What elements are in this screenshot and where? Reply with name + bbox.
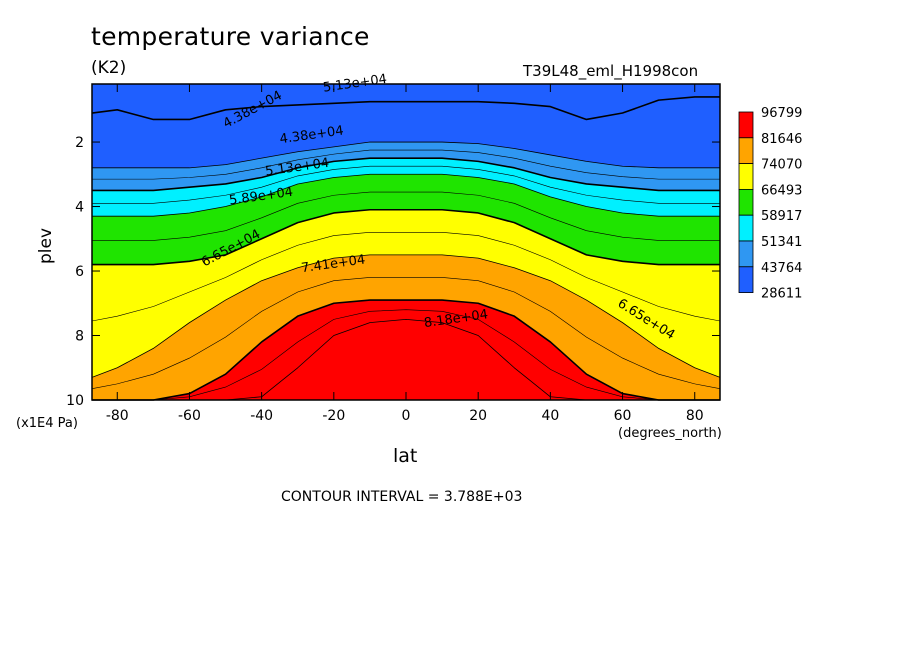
colorbar-label: 28611 (761, 287, 802, 302)
fill-band (92, 96, 720, 168)
y-tick-label: 8 (75, 329, 84, 345)
contour-fills (92, 84, 720, 400)
colorbar-label: 58917 (761, 209, 802, 224)
contour-line (92, 157, 720, 192)
units-label: (K2) (91, 58, 127, 78)
contour-line (92, 141, 720, 169)
x-scale-note: (degrees_north) (618, 426, 722, 441)
page-title: temperature variance (91, 22, 370, 51)
x-tick-label: -80 (106, 408, 129, 424)
colorbar-label: 74070 (761, 158, 802, 173)
contour-line (91, 232, 721, 322)
colorbar-swatch (738, 163, 754, 190)
x-axis: -80 -60 -40 -20 0 20 40 60 80 (106, 84, 704, 424)
colorbar-label: 43764 (761, 261, 802, 276)
contour-line (91, 254, 721, 378)
contour-line (91, 96, 720, 121)
colorbar-label: 81646 (761, 132, 802, 147)
x-axis-label: lat (393, 445, 418, 467)
y-tick-label: 6 (75, 264, 84, 280)
contour-line (92, 173, 720, 217)
colorbar-swatch (738, 188, 754, 216)
contour-line (91, 277, 721, 390)
y-tick-label: 4 (75, 200, 84, 216)
x-tick-label: 80 (686, 408, 704, 424)
colorbar-swatch (738, 137, 754, 165)
x-tick-label: -60 (178, 408, 201, 424)
x-tick-label: 0 (402, 408, 411, 424)
x-tick-label: -40 (250, 408, 273, 424)
colorbar-swatch (738, 111, 754, 139)
contour-line (92, 149, 720, 180)
contour-line (92, 191, 720, 241)
case-name: T39L48_eml_H1998con (523, 62, 699, 80)
colorbar-label: 51341 (761, 235, 802, 250)
colorbar-swatch (738, 214, 754, 242)
colorbar-swatch (738, 266, 754, 293)
colorbar: 96799 81646 74070 66493 58917 51341 43764 28611 (738, 106, 802, 302)
x-tick-label: 60 (614, 408, 632, 424)
y-tick-label: 2 (75, 135, 84, 151)
contour-line (92, 208, 720, 266)
x-tick-label: 20 (469, 408, 487, 424)
contour-interval: CONTOUR INTERVAL = 3.788E+03 (281, 489, 523, 505)
y-tick-label: 10 (66, 393, 84, 409)
x-tick-label: -20 (322, 408, 345, 424)
x-tick-label: 40 (541, 408, 559, 424)
contour-line (92, 165, 720, 204)
y-axis: 2 4 6 8 10 (66, 135, 720, 409)
colorbar-swatch (738, 240, 754, 268)
colorbar-label: 96799 (761, 106, 802, 121)
fill-band (92, 300, 720, 400)
colorbar-label: 66493 (761, 183, 802, 198)
y-scale-note: (x1E4 Pa) (16, 416, 78, 431)
